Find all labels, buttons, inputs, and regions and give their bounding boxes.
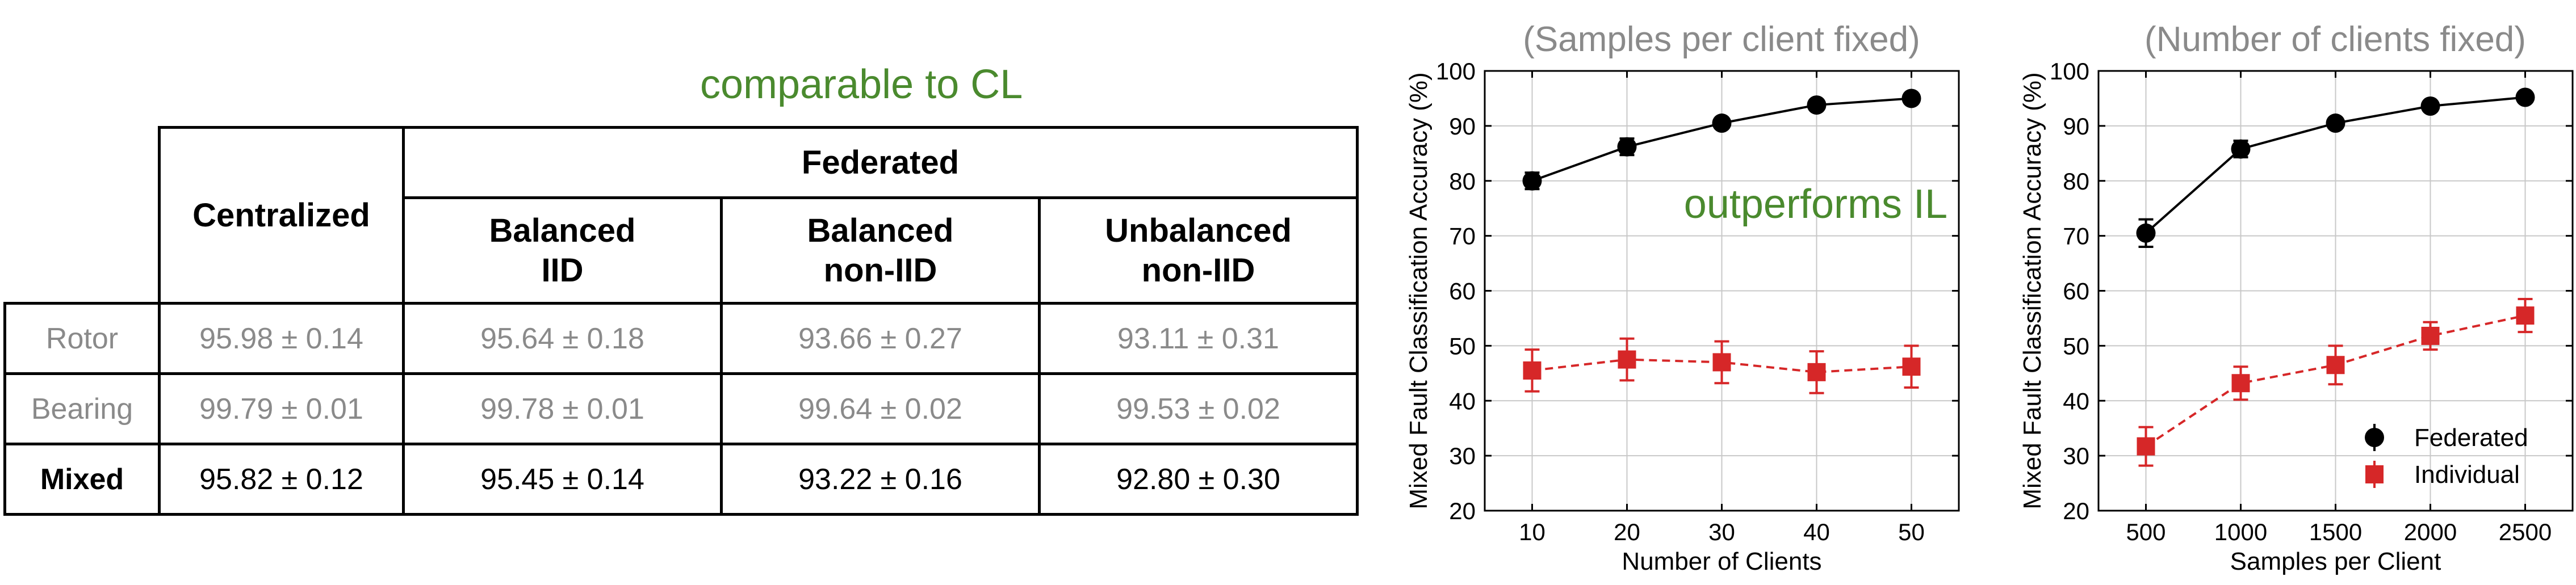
x-tick-label: 1000 bbox=[2214, 519, 2267, 545]
y-tick-label: 50 bbox=[2063, 333, 2089, 359]
unbalanced-noniid-header: Unbalanced non-IID bbox=[1038, 196, 1359, 305]
row-label: Mixed bbox=[3, 443, 161, 516]
y-tick-label: 70 bbox=[2063, 223, 2089, 250]
y-tick-label: 30 bbox=[2063, 443, 2089, 469]
table-cell: 93.11 ± 0.31 bbox=[1038, 302, 1359, 375]
table-cell: 99.79 ± 0.01 bbox=[158, 372, 405, 445]
federated-header: Federated bbox=[402, 126, 1359, 199]
data-point-federated bbox=[1901, 89, 1921, 108]
data-point-individual bbox=[1618, 350, 1636, 369]
y-tick-label: 40 bbox=[1449, 388, 1476, 414]
centralized-header: Centralized bbox=[158, 126, 405, 305]
y-tick-label: 80 bbox=[1449, 168, 1476, 195]
data-point-federated bbox=[1617, 137, 1637, 157]
table-header-row: Centralized Federated bbox=[5, 126, 1359, 305]
row-label: Bearing bbox=[3, 372, 161, 445]
chart-title: (Number of clients fixed) bbox=[2144, 20, 2526, 59]
legend-individual-marker bbox=[2365, 465, 2384, 483]
data-point-federated bbox=[2231, 139, 2251, 159]
data-point-federated bbox=[2326, 113, 2345, 133]
y-axis-label: Mixed Fault Classification Accuracy (%) bbox=[1405, 72, 1432, 509]
x-tick-label: 30 bbox=[1708, 519, 1735, 545]
table-cell: 93.66 ± 0.27 bbox=[720, 302, 1041, 375]
data-point-federated bbox=[2136, 223, 2156, 243]
data-point-individual bbox=[1523, 361, 1542, 380]
plot-frame bbox=[2097, 70, 2574, 512]
y-tick-label: 30 bbox=[1449, 443, 1476, 469]
x-tick-label: 500 bbox=[2126, 519, 2165, 545]
data-point-federated bbox=[2515, 87, 2535, 107]
y-tick-label: 20 bbox=[1449, 498, 1476, 524]
chart-title: (Samples per client fixed) bbox=[1523, 20, 1920, 59]
table-row-mixed: Mixed 95.82 ± 0.12 95.45 ± 0.14 93.22 ± … bbox=[3, 443, 1359, 516]
row-label: Rotor bbox=[3, 302, 161, 375]
x-axis-label: Number of Clients bbox=[1622, 548, 1821, 575]
table-cell: 99.53 ± 0.02 bbox=[1038, 372, 1359, 445]
x-tick-label: 1500 bbox=[2309, 519, 2362, 545]
y-tick-label: 70 bbox=[1449, 223, 1476, 250]
data-point-individual bbox=[1902, 357, 1921, 376]
data-point-individual bbox=[1712, 353, 1731, 372]
x-tick-label: 10 bbox=[1519, 519, 1545, 545]
table-row-bearing: Bearing 99.79 ± 0.01 99.78 ± 0.01 99.64 … bbox=[3, 372, 1359, 445]
table-cell: 99.64 ± 0.02 bbox=[720, 372, 1041, 445]
y-tick-label: 80 bbox=[2063, 168, 2089, 195]
table-subheader-row: Balanced IID Balanced non-IID Unbalanced no… bbox=[5, 196, 1359, 305]
table-corner-cell bbox=[5, 127, 161, 305]
legend-federated-label: Federated bbox=[2414, 424, 2528, 452]
x-tick-label: 40 bbox=[1803, 519, 1830, 545]
y-tick-label: 50 bbox=[1449, 333, 1476, 359]
data-point-federated bbox=[1522, 171, 1542, 191]
legend-federated-marker bbox=[2365, 428, 2384, 447]
y-tick-label: 60 bbox=[1449, 278, 1476, 305]
y-tick-label: 100 bbox=[1436, 58, 1476, 85]
data-point-individual bbox=[2137, 437, 2155, 456]
balanced-noniid-header: Balanced non-IID bbox=[720, 196, 1041, 305]
x-tick-label: 2500 bbox=[2499, 519, 2552, 545]
cl-annotation: comparable to CL bbox=[700, 62, 1023, 107]
table-cell: 95.82 ± 0.12 bbox=[158, 443, 405, 516]
y-tick-label: 60 bbox=[2063, 278, 2089, 305]
data-point-individual bbox=[2326, 356, 2345, 374]
data-point-individual bbox=[1807, 363, 1826, 381]
data-point-federated bbox=[1712, 113, 1732, 133]
table-row-rotor: Rotor 95.98 ± 0.14 95.64 ± 0.18 93.66 ± … bbox=[3, 302, 1359, 375]
x-axis-label: Samples per Client bbox=[2230, 548, 2441, 575]
data-point-federated bbox=[1807, 95, 1827, 115]
data-point-federated bbox=[2420, 96, 2440, 116]
legend-individual-label: Individual bbox=[2414, 461, 2520, 489]
table-cell: 95.64 ± 0.18 bbox=[402, 302, 723, 375]
y-tick-label: 90 bbox=[2063, 113, 2089, 140]
table-cell: 95.98 ± 0.14 bbox=[158, 302, 405, 375]
y-tick-label: 100 bbox=[2050, 58, 2089, 85]
results-table: Centralized Federated Balanced IID Balanc… bbox=[3, 126, 1359, 516]
plot-frame bbox=[1484, 70, 1960, 512]
x-tick-label: 2000 bbox=[2404, 519, 2457, 545]
balanced-iid-header: Balanced IID bbox=[402, 196, 723, 305]
data-point-individual bbox=[2231, 374, 2250, 393]
data-point-individual bbox=[2421, 326, 2440, 345]
y-axis-label: Mixed Fault Classification Accuracy (%) bbox=[2018, 72, 2046, 509]
il-annotation: outperforms IL bbox=[1684, 182, 1947, 227]
table-cell: 99.78 ± 0.01 bbox=[402, 372, 723, 445]
table-cell: 93.22 ± 0.16 bbox=[720, 443, 1041, 516]
y-tick-label: 40 bbox=[2063, 388, 2089, 414]
y-tick-label: 20 bbox=[2063, 498, 2089, 524]
x-tick-label: 50 bbox=[1898, 519, 1925, 545]
table-cell: 95.45 ± 0.14 bbox=[402, 443, 723, 516]
data-point-individual bbox=[2516, 306, 2535, 325]
x-tick-label: 20 bbox=[1614, 519, 1640, 545]
y-tick-label: 90 bbox=[1449, 113, 1476, 140]
legend: Federated Individual bbox=[2365, 424, 2528, 489]
table-cell: 92.80 ± 0.30 bbox=[1038, 443, 1359, 516]
